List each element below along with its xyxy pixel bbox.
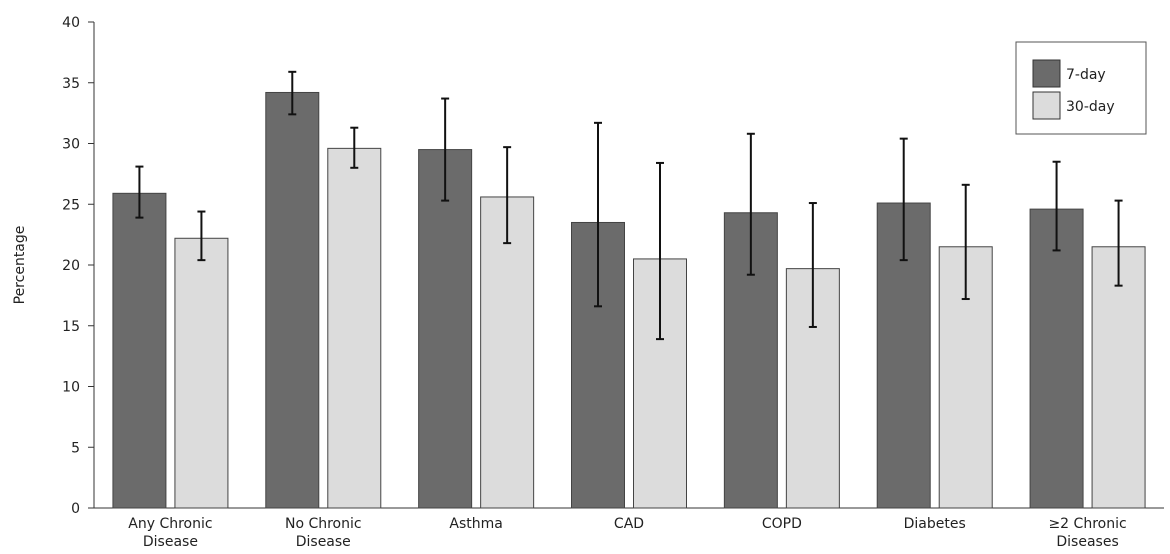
category-label: No Chronic Disease: [285, 516, 362, 550]
legend-swatch-7-day: [1032, 59, 1061, 88]
bar-7-day-2: [418, 149, 473, 509]
y-tick-label: 30: [62, 137, 80, 153]
bars: [112, 91, 1146, 509]
category-label-line: Disease: [296, 534, 351, 550]
y-tick-label: 40: [62, 15, 80, 31]
y-tick-label: 20: [62, 258, 80, 274]
axes: [93, 22, 1164, 509]
legend-swatch-30-day: [1032, 91, 1061, 120]
category-label-line: COPD: [762, 516, 802, 532]
legend-box: [1015, 41, 1147, 135]
category-label: COPD: [762, 516, 802, 532]
category-label-line: Diseases: [1056, 534, 1118, 550]
bar-7-day-1: [265, 91, 320, 509]
category-label: ≥2 Chronic Diseases: [1048, 516, 1126, 550]
y-ticks: 0 5 10 15 20 25 30 35 40: [62, 15, 94, 517]
category-label-line: Any Chronic: [128, 516, 212, 532]
category-label: Any Chronic Disease: [128, 516, 212, 550]
category-label: Diabetes: [904, 516, 966, 532]
bar-30-day-6: [1091, 246, 1146, 509]
bar-30-day-1: [327, 147, 382, 509]
y-tick-label: 5: [71, 440, 80, 456]
category-labels: Any Chronic Disease No Chronic Disease Asthm…: [128, 516, 1126, 550]
category-label-line: Diabetes: [904, 516, 966, 532]
y-axis-title: Percentage: [12, 226, 28, 305]
category-label-line: CAD: [614, 516, 644, 532]
y-tick-label: 15: [62, 319, 80, 335]
y-tick-label: 0: [71, 501, 80, 517]
y-tick-label: 35: [62, 76, 80, 92]
y-tick-label: 25: [62, 197, 80, 213]
category-label: CAD: [614, 516, 644, 532]
legend-label-30-day: 30-day: [1066, 99, 1115, 115]
category-label-line: No Chronic: [285, 516, 362, 532]
legend: 7-day 30-day: [1015, 41, 1147, 135]
legend-label-7-day: 7-day: [1066, 67, 1106, 83]
bar-30-day-0: [174, 237, 229, 509]
bar-7-day-0: [112, 192, 167, 509]
bar-7-day-6: [1029, 208, 1084, 509]
category-label: Asthma: [449, 516, 502, 532]
bar-30-day-2: [480, 196, 535, 509]
category-label-line: ≥2 Chronic: [1048, 516, 1126, 532]
category-label-line: Disease: [143, 534, 198, 550]
category-label-line: Asthma: [449, 516, 502, 532]
error-bars: [135, 70, 1123, 341]
y-tick-label: 10: [62, 380, 80, 396]
